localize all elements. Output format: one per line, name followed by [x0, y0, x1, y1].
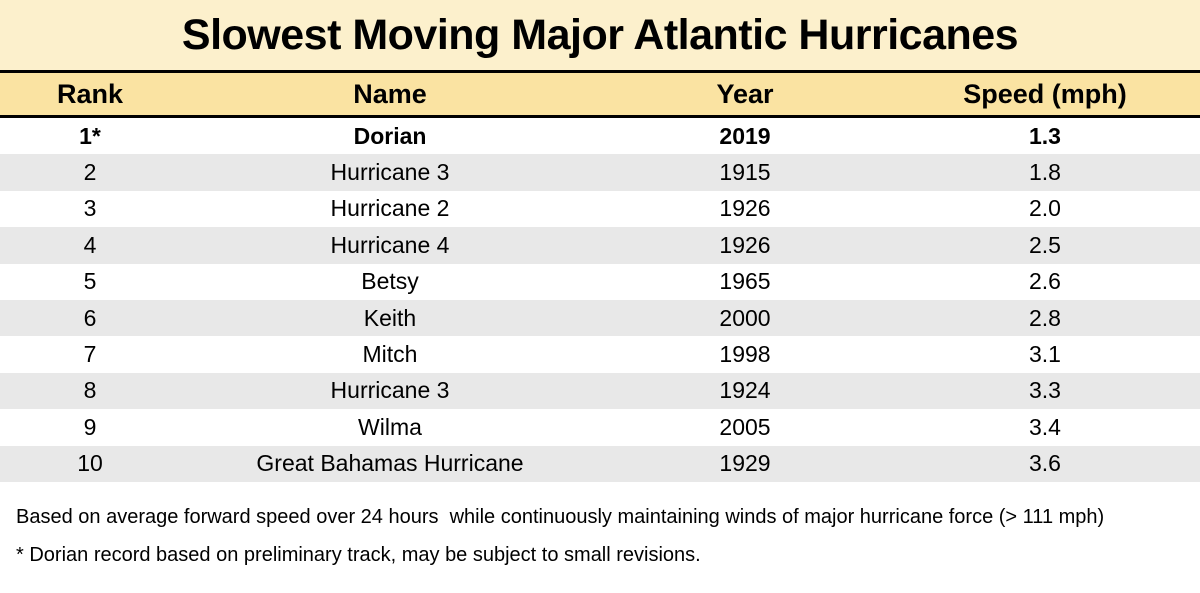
- cell-speed: 1.8: [1029, 159, 1061, 186]
- cell-speed: 2.6: [1029, 268, 1061, 295]
- cell-speed: 3.1: [1029, 341, 1061, 368]
- table-header-row: Rank Name Year Speed (mph): [0, 73, 1200, 115]
- cell-year: 1929: [719, 450, 771, 477]
- table-row: 3 Hurricane 2 1926 2.0: [0, 190, 1200, 228]
- cell-speed: 1.3: [1029, 122, 1061, 149]
- cell-name: Keith: [363, 304, 417, 331]
- cell-rank: 6: [83, 304, 97, 331]
- cell-name: Hurricane 4: [330, 231, 450, 258]
- table-row: 6 Keith 2000 2.8: [0, 299, 1200, 337]
- title-bar: Slowest Moving Major Atlantic Hurricanes: [0, 0, 1200, 70]
- cell-year: 2019: [719, 122, 771, 149]
- cell-year: 1926: [719, 231, 771, 258]
- title-divider: [0, 70, 1200, 73]
- cell-rank: 1*: [79, 122, 101, 149]
- cell-name: Hurricane 3: [330, 159, 450, 186]
- table-row: 2 Hurricane 3 1915 1.8: [0, 154, 1200, 191]
- cell-rank: 7: [83, 341, 97, 368]
- cell-year: 1965: [719, 268, 771, 295]
- cell-year: 1924: [719, 377, 771, 404]
- cell-year: 1926: [719, 195, 771, 222]
- cell-name: Great Bahamas Hurricane: [256, 450, 524, 477]
- column-header-rank: Rank: [56, 78, 124, 109]
- cell-rank: 4: [83, 231, 97, 258]
- table-row: 1* Dorian 2019 1.3: [0, 118, 1200, 155]
- cell-name: Wilma: [358, 413, 422, 440]
- page-title: Slowest Moving Major Atlantic Hurricanes: [181, 10, 1019, 59]
- cell-speed: 2.5: [1029, 231, 1061, 258]
- column-header-year: Year: [716, 78, 774, 109]
- cell-speed: 3.4: [1029, 413, 1061, 440]
- cell-rank: 10: [77, 450, 103, 477]
- table-row: 4 Hurricane 4 1926 2.5: [0, 227, 1200, 264]
- header-divider: [0, 115, 1200, 118]
- cell-rank: 3: [83, 195, 97, 222]
- table-row: 8 Hurricane 3 1924 3.3: [0, 372, 1200, 410]
- cell-rank: 5: [83, 268, 97, 295]
- cell-name: Mitch: [362, 341, 418, 368]
- cell-speed: 2.8: [1029, 304, 1061, 331]
- footnote-dorian-asterisk: * Dorian record based on preliminary tra…: [16, 543, 701, 566]
- cell-name: Betsy: [361, 268, 419, 295]
- cell-rank: 2: [83, 159, 97, 186]
- footnote-methodology: Based on average forward speed over 24 h…: [16, 505, 1105, 528]
- cell-rank: 9: [83, 413, 97, 440]
- cell-year: 1998: [719, 341, 771, 368]
- footnotes: Based on average forward speed over 24 h…: [0, 482, 1200, 566]
- cell-name: Hurricane 3: [330, 377, 450, 404]
- column-header-speed: Speed (mph): [963, 78, 1127, 109]
- table-body: 1* Dorian 2019 1.3 2 Hurricane 3 1915 1.…: [0, 118, 1200, 482]
- table-row: 9 Wilma 2005 3.4: [0, 409, 1200, 446]
- cell-speed: 2.0: [1029, 195, 1061, 222]
- cell-speed: 3.6: [1029, 450, 1061, 477]
- table-row: 5 Betsy 1965 2.6: [0, 263, 1200, 300]
- cell-name: Dorian: [353, 122, 427, 149]
- table-row: 7 Mitch 1998 3.1: [0, 336, 1200, 373]
- column-header-name: Name: [353, 78, 427, 109]
- table-row: 10 Great Bahamas Hurricane 1929 3.6: [0, 445, 1200, 482]
- cell-year: 2000: [719, 304, 771, 331]
- cell-name: Hurricane 2: [330, 195, 450, 222]
- cell-speed: 3.3: [1029, 377, 1061, 404]
- cell-year: 2005: [719, 413, 771, 440]
- cell-year: 1915: [719, 159, 771, 186]
- cell-rank: 8: [83, 377, 97, 404]
